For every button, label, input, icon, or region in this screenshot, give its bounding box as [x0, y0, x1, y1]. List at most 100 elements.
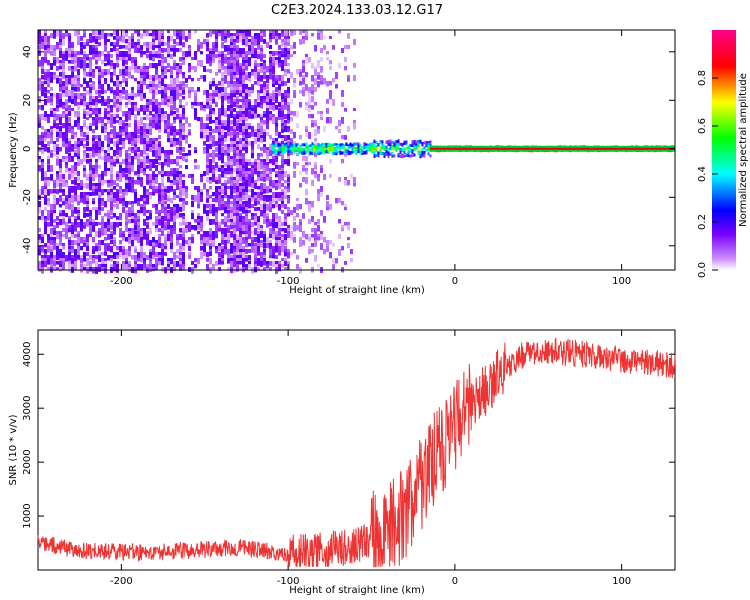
spectrogram-cell — [221, 204, 224, 211]
spectrogram-cell — [335, 258, 338, 264]
spectrogram-cell — [393, 141, 396, 145]
spectrogram-cell — [245, 249, 248, 254]
spectrogram-cell — [146, 177, 149, 182]
spectrogram-cell — [125, 135, 128, 140]
spectrogram-cell — [50, 258, 53, 264]
spectrogram-cell — [161, 81, 164, 87]
spectrogram-cell — [224, 240, 227, 246]
spectrogram-cell — [239, 51, 242, 56]
spectrogram-cell — [56, 66, 59, 71]
spectrogram-cell — [86, 132, 89, 138]
spectrogram-cell — [143, 228, 146, 235]
spectrogram-cell — [86, 195, 89, 199]
spectrogram-cell — [333, 152, 336, 156]
spectrogram-cell — [149, 165, 152, 169]
spectrogram-cell — [122, 45, 125, 49]
spectrogram-cell — [50, 45, 53, 51]
spectrogram-cell — [170, 150, 173, 155]
spectrogram-cell — [170, 228, 173, 234]
spectrogram-cell — [128, 168, 131, 175]
spectrogram-cell — [179, 81, 182, 86]
spectrogram-cell — [116, 216, 119, 220]
spectrogram-cell — [110, 66, 113, 70]
spectrogram-cell — [266, 198, 269, 202]
spectrogram-cell — [65, 138, 68, 144]
spectrogram-cell — [149, 42, 152, 49]
spectrogram-cell — [260, 186, 263, 190]
spectrogram-cell — [257, 93, 260, 98]
spectrogram-cell — [116, 252, 119, 257]
spectrogram-cell — [221, 228, 224, 235]
spectrogram-cell — [140, 81, 143, 87]
spectrogram-cell — [86, 90, 89, 95]
spectrogram-cell — [185, 159, 188, 163]
spectrogram-cell — [206, 210, 209, 217]
spectrogram-cell — [349, 143, 352, 147]
spectrogram-cell — [260, 66, 263, 73]
spectrogram-cell — [284, 99, 287, 105]
spectrogram-cell — [347, 126, 350, 132]
spectrogram-cell — [158, 261, 161, 266]
spectrogram-cell — [257, 153, 260, 159]
spectrogram-cell — [218, 57, 221, 63]
spectrogram-cell — [62, 234, 65, 238]
spectrogram-cell — [173, 120, 176, 124]
spectrogram-cell — [206, 54, 209, 58]
spectrogram-cell — [242, 240, 245, 244]
spectrogram-cell — [173, 222, 176, 229]
spectrogram-cell — [305, 234, 308, 240]
spectrogram-cell — [263, 213, 266, 219]
spectrogram-cell — [80, 36, 83, 41]
spectrogram-cell — [224, 228, 227, 234]
spectrogram-cell — [371, 150, 374, 154]
spectrogram-cell — [218, 225, 221, 229]
spectrogram-cell — [77, 207, 80, 213]
spectrogram-cell — [77, 156, 80, 162]
spectrogram-cell — [224, 237, 227, 242]
spectrogram-cell — [215, 246, 218, 252]
spectrogram-cell — [203, 39, 206, 45]
spectrogram-cell — [278, 57, 281, 64]
spectrogram-cell — [167, 204, 170, 209]
spectrogram-cell — [179, 90, 182, 94]
spectrogram-cell — [260, 45, 263, 51]
spectrogram-cell — [212, 42, 215, 47]
spectrogram-cell — [260, 123, 263, 128]
spectrogram-cell — [221, 261, 224, 265]
spectrogram-cell — [167, 120, 170, 127]
spectrogram-cell — [77, 210, 80, 214]
spectrogram-cell — [385, 145, 388, 149]
spectrogram-cell — [305, 198, 308, 205]
spectrogram-cell — [215, 90, 218, 94]
spectrogram-cell — [269, 180, 272, 187]
spectrogram-cell — [83, 264, 86, 269]
spectrogram-cell — [116, 222, 119, 228]
spectrogram-cell — [373, 152, 376, 156]
spectrogram-cell — [50, 231, 53, 236]
spectrogram-cell — [419, 139, 422, 143]
spectrogram-cell — [269, 228, 272, 234]
spectrogram-cell — [83, 183, 86, 189]
spectrogram-cell — [140, 204, 143, 209]
spectrogram-cell — [393, 147, 396, 151]
spectrogram-cell — [239, 141, 242, 147]
spectrogram-cell — [266, 108, 269, 113]
spectrogram-cell — [230, 111, 233, 117]
spectrogram-cell — [122, 231, 125, 237]
spectrogram-cell — [140, 207, 143, 213]
spectrogram-cell — [335, 198, 338, 204]
spectrogram-cell — [248, 90, 251, 97]
spectrogram-cell — [95, 66, 98, 70]
spectrogram-cell — [321, 149, 324, 153]
spectrogram-cell — [242, 135, 245, 141]
spectrogram-cell — [161, 114, 164, 118]
spectrogram-cell — [179, 228, 182, 233]
spectrogram-cell — [158, 201, 161, 205]
spectrogram-cell — [248, 87, 251, 92]
spectrogram-cell — [164, 42, 167, 46]
spectrogram-cell — [320, 234, 323, 241]
spectrogram-cell — [83, 174, 86, 178]
spectrogram-cell — [89, 147, 92, 152]
spectrogram-cell — [275, 255, 278, 259]
spectrogram-cell — [131, 150, 134, 154]
